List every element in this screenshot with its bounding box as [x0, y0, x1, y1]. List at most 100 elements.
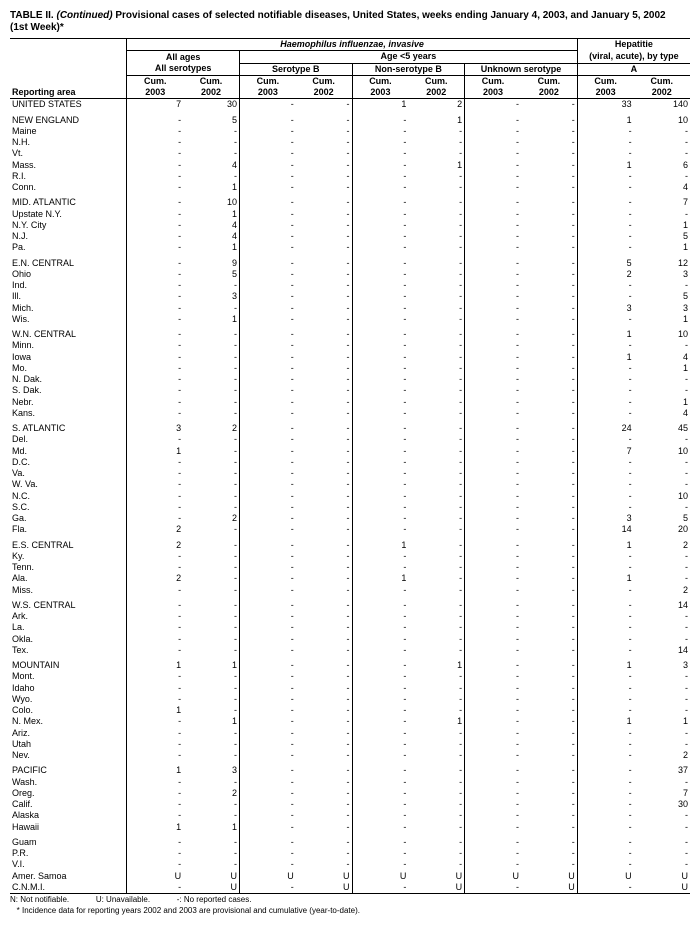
table-row: Ind.---------- [10, 280, 690, 291]
value-cell: - [183, 810, 239, 821]
value-cell: - [408, 340, 464, 351]
value-cell: - [296, 683, 352, 694]
value-cell: - [296, 209, 352, 220]
value-cell: - [127, 220, 183, 231]
area-cell: Wash. [10, 777, 127, 788]
area-cell: PACIFIC [10, 761, 127, 776]
data-table: Reporting area Haemophilus influenzae, i… [10, 38, 690, 894]
value-cell: 2 [634, 750, 690, 761]
value-cell: - [521, 502, 577, 513]
value-cell: - [183, 502, 239, 513]
value-cell: - [577, 671, 633, 682]
area-cell: Del. [10, 434, 127, 445]
value-cell: 2 [634, 536, 690, 551]
value-cell: - [183, 634, 239, 645]
col-cum03: Cum.2003 [465, 75, 521, 99]
value-cell: - [465, 434, 521, 445]
value-cell: - [634, 171, 690, 182]
col-unk: Unknown serotype [465, 63, 578, 75]
table-row: Nev.---------2 [10, 750, 690, 761]
value-cell: - [183, 645, 239, 656]
area-cell: N.C. [10, 491, 127, 502]
value-cell: 10 [183, 193, 239, 208]
value-cell: - [521, 694, 577, 705]
value-cell: - [296, 148, 352, 159]
area-cell: NEW ENGLAND [10, 111, 127, 126]
area-cell: P.R. [10, 848, 127, 859]
table-row: Kans.---------4 [10, 408, 690, 419]
value-cell: - [183, 859, 239, 870]
footnote-2: * Incidence data for reporting years 200… [10, 906, 690, 916]
value-cell: - [577, 171, 633, 182]
value-cell: - [408, 833, 464, 848]
value-cell: - [577, 822, 633, 833]
value-cell: 1 [577, 352, 633, 363]
value-cell: - [408, 611, 464, 622]
value-cell: - [577, 728, 633, 739]
value-cell: - [408, 683, 464, 694]
value-cell: 4 [634, 352, 690, 363]
value-cell: - [296, 705, 352, 716]
value-cell: 5 [183, 111, 239, 126]
area-cell: Colo. [10, 705, 127, 716]
value-cell: - [296, 325, 352, 340]
col-cum03: Cum.2003 [577, 75, 633, 99]
value-cell: - [127, 479, 183, 490]
area-cell: Mass. [10, 160, 127, 171]
value-cell: - [239, 716, 295, 727]
value-cell: - [634, 822, 690, 833]
value-cell: - [239, 622, 295, 633]
value-cell: - [465, 551, 521, 562]
value-cell: - [239, 291, 295, 302]
value-cell: - [408, 468, 464, 479]
table-row: UNITED STATES730--12--33140 [10, 99, 690, 111]
value-cell: - [127, 408, 183, 419]
value-cell: - [408, 231, 464, 242]
value-cell: - [127, 622, 183, 633]
value-cell: - [465, 596, 521, 611]
value-cell: - [239, 126, 295, 137]
value-cell: - [352, 551, 408, 562]
value-cell: - [465, 137, 521, 148]
value-cell: - [296, 822, 352, 833]
value-cell: - [239, 513, 295, 524]
value-cell: - [296, 182, 352, 193]
value-cell: - [521, 705, 577, 716]
value-cell: - [352, 859, 408, 870]
value-cell: - [408, 457, 464, 468]
value-cell: 4 [183, 160, 239, 171]
value-cell: - [408, 634, 464, 645]
value-cell: - [239, 434, 295, 445]
value-cell: - [352, 683, 408, 694]
value-cell: 1 [183, 656, 239, 671]
value-cell: - [408, 848, 464, 859]
value-cell: - [239, 705, 295, 716]
table-row: Md.1-------710 [10, 446, 690, 457]
value-cell: 7 [634, 788, 690, 799]
table-row: Conn.-1-------4 [10, 182, 690, 193]
value-cell: - [465, 634, 521, 645]
value-cell: - [465, 491, 521, 502]
value-cell: - [183, 536, 239, 551]
value-cell: - [352, 457, 408, 468]
area-cell: Md. [10, 446, 127, 457]
value-cell: - [352, 788, 408, 799]
value-cell: - [521, 573, 577, 584]
area-cell: Mo. [10, 363, 127, 374]
value-cell: - [521, 340, 577, 351]
value-cell: - [465, 242, 521, 253]
value-cell: - [634, 502, 690, 513]
value-cell: - [127, 291, 183, 302]
value-cell: - [577, 374, 633, 385]
value-cell: U [521, 871, 577, 882]
table-row: MOUNTAIN11---1--13 [10, 656, 690, 671]
value-cell: 45 [634, 419, 690, 434]
value-cell: - [408, 303, 464, 314]
value-cell: - [352, 171, 408, 182]
value-cell: 1 [577, 573, 633, 584]
value-cell: - [521, 859, 577, 870]
value-cell: - [127, 325, 183, 340]
value-cell: - [239, 611, 295, 622]
area-cell: W. Va. [10, 479, 127, 490]
value-cell: - [183, 479, 239, 490]
